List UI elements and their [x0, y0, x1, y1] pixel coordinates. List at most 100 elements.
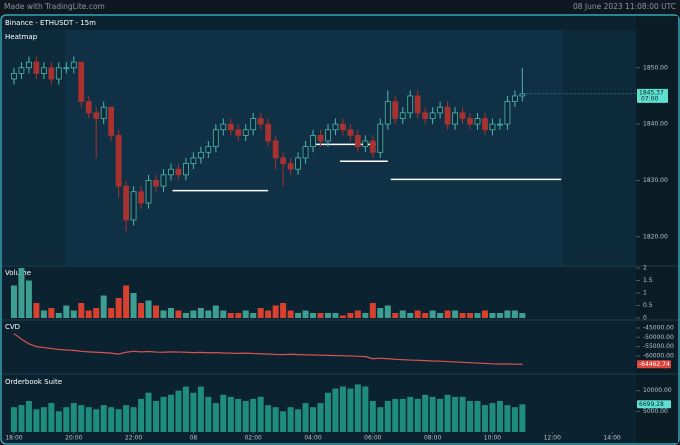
candle-body [497, 123, 503, 126]
bar [377, 407, 384, 432]
bar [265, 405, 272, 432]
bar [272, 305, 279, 318]
bar [10, 285, 17, 318]
bar [145, 300, 152, 318]
candle-body [190, 157, 197, 164]
candle-body [55, 67, 62, 80]
bar [123, 285, 130, 318]
x-tick-label: 04:00 [304, 435, 321, 442]
bar [227, 313, 234, 318]
x-tick-label: 08 [190, 435, 198, 442]
bar [384, 400, 391, 432]
candle-body [302, 146, 309, 159]
candle-body [354, 134, 361, 148]
bar [414, 310, 421, 318]
bar [167, 394, 174, 432]
bar [25, 400, 32, 432]
bar [354, 310, 361, 318]
bar [85, 310, 92, 318]
bar [130, 293, 137, 318]
y-tick-label: 10000.00 [643, 387, 672, 394]
y-tick-label: 2 [643, 265, 647, 272]
bar [220, 310, 227, 318]
axis-area [636, 16, 678, 443]
candle-body [145, 180, 152, 204]
y-tick-label: 1820.00 [643, 233, 668, 240]
bar [257, 396, 264, 432]
bar [317, 313, 324, 318]
bar [78, 405, 85, 432]
bar [324, 392, 331, 432]
candle-body [26, 61, 32, 69]
bar [40, 407, 47, 432]
bar [467, 313, 474, 318]
y-tick-label: 1.5 [643, 277, 653, 284]
bar [70, 310, 77, 318]
candle-body [100, 106, 107, 119]
candle-body [467, 118, 473, 125]
bar [48, 403, 55, 432]
candle-body [78, 61, 85, 102]
bar [63, 407, 70, 432]
bar [302, 310, 309, 318]
candle-body [48, 67, 55, 80]
candle-body [250, 118, 257, 131]
bar [160, 310, 167, 318]
candle-body [482, 118, 488, 131]
bar [242, 400, 249, 432]
candle-body [70, 61, 77, 69]
bar [324, 313, 331, 318]
candle-body [257, 118, 264, 125]
candle-body [40, 67, 47, 74]
candle-body [108, 106, 115, 136]
bar [519, 404, 526, 432]
bar [399, 398, 406, 432]
bar [242, 310, 249, 318]
candle-body [519, 93, 526, 97]
bar [384, 305, 391, 318]
bar [474, 400, 481, 432]
bar [205, 396, 212, 432]
y-tick-label: -55000.00 [643, 343, 674, 350]
bar [459, 313, 466, 318]
bar [444, 394, 451, 432]
candle-body [474, 118, 481, 125]
candle-body [63, 67, 70, 70]
chart-title: Binance - ETHUSDT - 15m [5, 19, 96, 27]
bar [429, 310, 436, 318]
x-tick-label: 14:00 [603, 435, 620, 442]
candle-body [369, 140, 376, 153]
bar [272, 407, 279, 432]
bar [347, 388, 354, 432]
candle-body [422, 112, 429, 119]
candle-body [452, 112, 458, 125]
candle-body [399, 112, 406, 119]
bar [85, 407, 92, 432]
bar [437, 398, 444, 432]
bar [511, 310, 518, 318]
bar [167, 308, 174, 318]
bar [429, 396, 436, 432]
bar [332, 313, 339, 318]
bar [250, 313, 257, 318]
bar [407, 396, 414, 432]
bar [332, 388, 339, 432]
bar [302, 403, 309, 432]
bar [40, 310, 47, 318]
bar [175, 310, 182, 318]
candle-body [392, 101, 399, 119]
bar [115, 298, 122, 318]
bar [55, 313, 62, 318]
candle-body [511, 95, 518, 102]
bar [511, 407, 518, 432]
bar [100, 295, 107, 318]
bar [414, 398, 421, 432]
bar [295, 409, 302, 432]
countdown-label: 07:00 [641, 95, 658, 102]
candle-body [414, 95, 421, 114]
bar [197, 386, 204, 432]
x-tick-label: 10:00 [484, 435, 501, 442]
bar [93, 409, 100, 432]
y-tick-label: 1830.00 [643, 177, 668, 184]
